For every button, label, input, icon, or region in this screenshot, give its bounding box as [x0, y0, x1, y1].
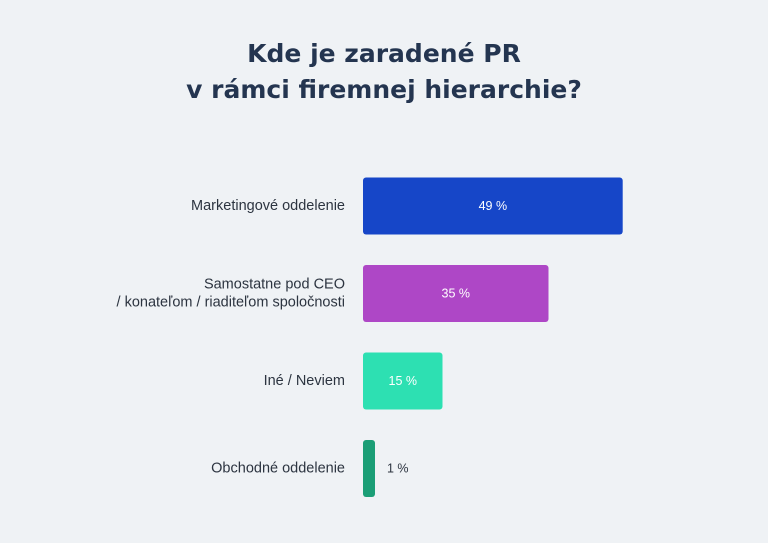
value-label-4: 1 % [387, 462, 409, 476]
chart-title-line-1: Kde je zaradené PR [247, 39, 521, 68]
bar-4 [363, 440, 375, 497]
category-label-2-line-2: / konateľom / riaditeľom spoločnosti [117, 295, 345, 311]
bar-2 [363, 265, 549, 322]
value-label-3: 15 % [389, 374, 418, 388]
category-label-4: Obchodné oddelenie [211, 461, 345, 477]
value-label-2: 35 % [442, 287, 471, 301]
bar-1 [363, 177, 623, 235]
chart-title: Kde je zaradené PR v rámci firemnej hier… [0, 36, 768, 108]
chart-title-line-2: v rámci firemnej hierarchie? [186, 75, 582, 104]
category-label-1: Marketingové oddelenie [191, 198, 345, 214]
bar-3 [363, 352, 443, 410]
value-label-1: 49 % [479, 199, 508, 213]
category-label-3: Iné / Neviem [264, 373, 345, 389]
category-label-2-line-1: Samostatne pod CEO [204, 277, 345, 293]
